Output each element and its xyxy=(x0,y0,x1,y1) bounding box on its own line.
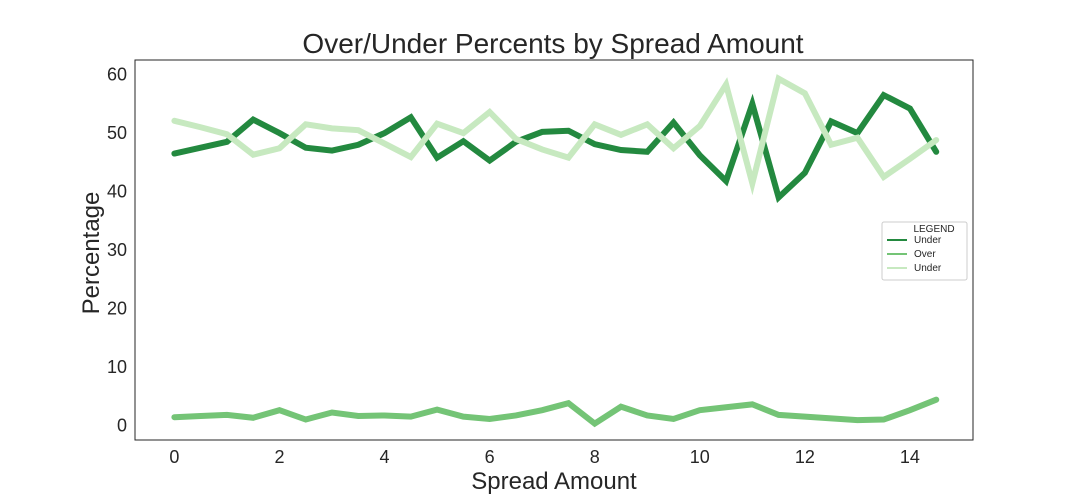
y-axis-label: Percentage xyxy=(78,192,105,315)
y-tick-label: 0 xyxy=(117,415,127,435)
x-tick-label: 12 xyxy=(795,447,815,467)
y-tick-label: 40 xyxy=(107,182,127,202)
legend-label: Under xyxy=(914,263,942,274)
x-tick-label: 4 xyxy=(380,447,390,467)
x-axis-label: Spread Amount xyxy=(471,468,637,495)
series-line-2 xyxy=(171,396,940,428)
x-tick-label: 10 xyxy=(690,447,710,467)
y-tick-label: 10 xyxy=(107,357,127,377)
y-tick-label: 30 xyxy=(107,240,127,260)
series-line-1 xyxy=(171,91,940,203)
y-tick-label: 20 xyxy=(107,298,127,318)
y-axis-ticks: 0 10 20 30 40 50 60 xyxy=(107,65,127,436)
x-tick-label: 0 xyxy=(169,447,179,467)
legend-title: LEGEND xyxy=(913,224,954,235)
x-tick-label: 8 xyxy=(590,447,600,467)
x-axis-ticks: 0 2 4 6 8 10 12 14 xyxy=(169,447,920,467)
y-tick-label: 50 xyxy=(107,123,127,143)
x-tick-label: 14 xyxy=(900,447,920,467)
legend-box xyxy=(881,221,968,281)
legend-label: Under xyxy=(914,235,942,246)
plot-area xyxy=(134,59,974,441)
x-tick-label: 2 xyxy=(274,447,284,467)
series-lines xyxy=(171,74,940,428)
legend: LEGEND Under Over Under xyxy=(881,221,968,281)
chart-title: Over/Under Percents by Spread Amount xyxy=(302,28,803,59)
legend-label: Over xyxy=(914,249,936,260)
x-tick-label: 6 xyxy=(485,447,495,467)
series-line-3 xyxy=(171,74,940,196)
y-tick-label: 60 xyxy=(107,65,127,85)
